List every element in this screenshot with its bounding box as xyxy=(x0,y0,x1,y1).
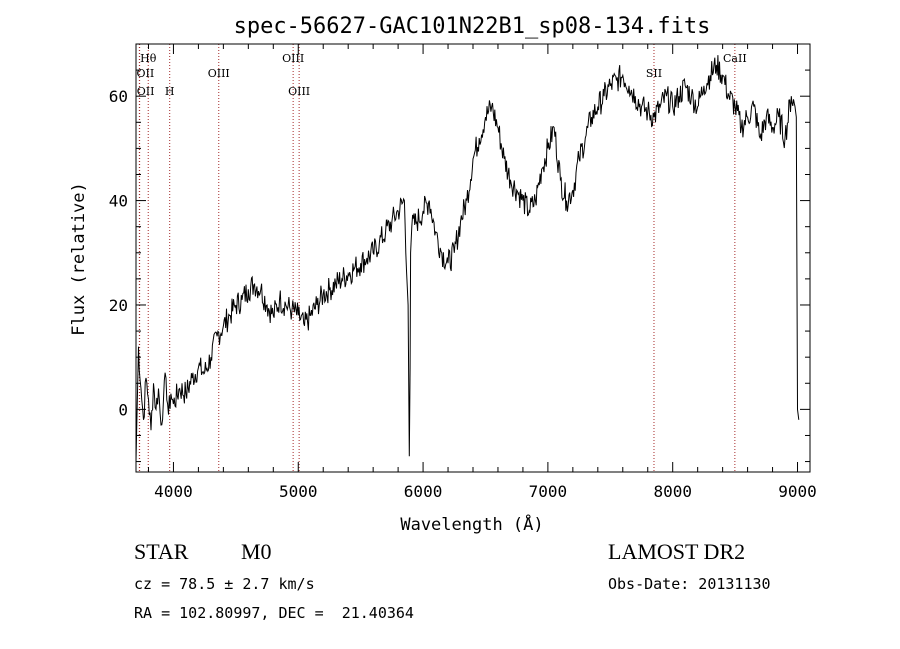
x-tick-label: 8000 xyxy=(653,482,692,501)
line-label: SII xyxy=(646,67,662,80)
chart-title: spec-56627-GAC101N22B1_sp08-134.fits xyxy=(234,14,711,39)
obs-date: Obs-Date: 20131130 xyxy=(608,575,771,593)
x-tick-label: 7000 xyxy=(529,482,568,501)
x-tick-label: 6000 xyxy=(404,482,443,501)
line-label: OII xyxy=(137,85,155,98)
survey-name: LAMOST DR2 xyxy=(608,539,746,564)
y-tick-label: 20 xyxy=(109,296,128,315)
plot-frame xyxy=(135,43,811,473)
line-label: OIII xyxy=(288,85,310,98)
line-label: OIII xyxy=(208,67,230,80)
line-label: H xyxy=(165,85,175,98)
x-tick-label: 9000 xyxy=(778,482,817,501)
ra-dec: RA = 102.80997, DEC = 21.40364 xyxy=(134,604,414,622)
y-tick-label: 60 xyxy=(109,87,128,106)
spectrum-line xyxy=(135,55,800,462)
line-label: OIII xyxy=(282,52,304,65)
y-axis-label: Flux (relative) xyxy=(69,182,89,336)
line-label: CaII xyxy=(723,52,747,65)
y-tick-label: 40 xyxy=(109,192,128,211)
line-label: Hθ xyxy=(140,52,157,65)
object-class: STAR xyxy=(134,539,189,564)
x-tick-label: 4000 xyxy=(154,482,193,501)
object-subclass: M0 xyxy=(241,539,272,564)
y-tick-label: 0 xyxy=(118,400,128,419)
redshift-cz: cz = 78.5 ± 2.7 km/s xyxy=(134,575,315,593)
axis-ticks: 4000 5000 6000 7000 8000 9000 0 20 40 60 xyxy=(109,43,817,501)
x-axis-label: Wavelength (Å) xyxy=(400,513,543,535)
x-tick-label: 5000 xyxy=(279,482,318,501)
